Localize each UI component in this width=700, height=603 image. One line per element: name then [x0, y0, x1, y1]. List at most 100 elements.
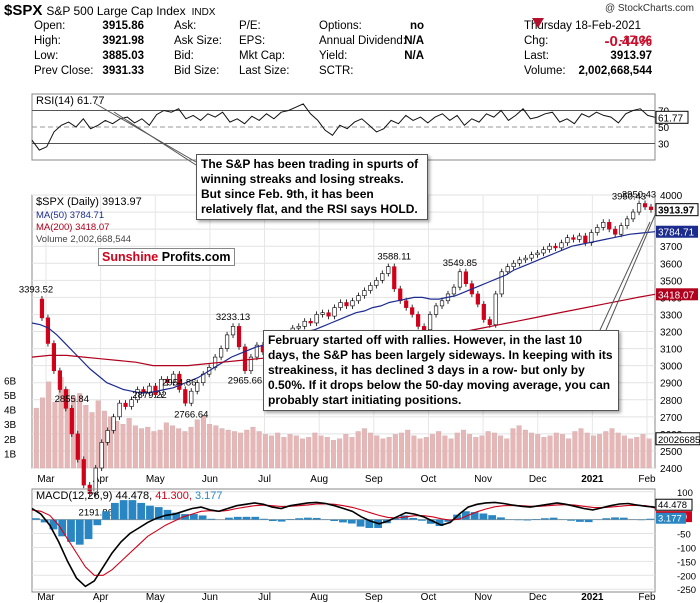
volume-bar [163, 422, 169, 469]
volume-bar [182, 431, 188, 469]
volume-bar [77, 393, 83, 469]
volume-tick-label: 2B [4, 435, 17, 446]
macd-histogram-bar [637, 519, 646, 521]
price-candle [177, 373, 182, 390]
price-candle [613, 228, 618, 235]
price-candle [356, 295, 361, 302]
volume-legend: Volume 2,002,668,544 [36, 234, 131, 245]
price-candle [427, 314, 433, 331]
price-candle [404, 300, 409, 308]
volume-bar [281, 437, 287, 469]
price-tick-label: 3200 [660, 328, 683, 339]
last-price-box [655, 203, 699, 217]
macd-x-tick-label: Jun [202, 592, 218, 603]
price-candle [648, 206, 654, 210]
price-point-label: 3393.52 [19, 284, 53, 295]
exchange: INDX [191, 7, 216, 18]
volume-bar [225, 429, 231, 469]
price-point-label: 2191.86 [79, 508, 113, 519]
price-candle [589, 232, 594, 244]
macd-histogram-bar [567, 519, 576, 521]
volume-bar [547, 435, 553, 469]
price-candle [636, 203, 642, 213]
price-candle [475, 293, 480, 305]
price-candle [195, 382, 200, 392]
price-point-label: 3233.13 [216, 312, 250, 323]
price-candle [410, 307, 415, 315]
price-x-tick-label: Jun [202, 474, 218, 485]
rsi-title: RSI(14) 61.77 [36, 95, 104, 107]
price-tick-label: 2900 [660, 379, 683, 390]
price-candle [302, 320, 307, 327]
volume-bar [529, 432, 534, 469]
volume-bar [560, 434, 565, 469]
price-candle [601, 222, 606, 228]
macd-histogram-bar [339, 519, 347, 523]
macd-histogram-bar [523, 519, 532, 521]
price-candle [505, 266, 510, 273]
volume-bar [578, 428, 584, 469]
volume-bar [399, 432, 404, 469]
macd-histogram-bar [646, 518, 654, 520]
price-annotation: February started off with rallies. Howev… [263, 330, 619, 411]
price-point-label: 2766.64 [174, 409, 208, 420]
macd-x-tick-label: 2021 [581, 592, 604, 603]
price-candle [224, 334, 230, 349]
price-candle [619, 225, 624, 235]
price-point-label: 2954.86 [162, 377, 196, 388]
quote-label: Prev Close: [34, 65, 94, 77]
volume-bar [423, 437, 429, 469]
macd-histogram-bar [225, 517, 233, 520]
macd-histogram-bar [418, 519, 426, 521]
price-candle [607, 222, 612, 230]
volume-bar [337, 438, 343, 469]
rsi-note-pointer [113, 111, 197, 166]
macd-x-tick-label: Aug [310, 592, 328, 603]
volume-bar [448, 438, 454, 469]
volume-bar [318, 435, 324, 469]
price-x-tick-label: Oct [421, 474, 437, 485]
price-candle [517, 259, 522, 264]
price-candle [481, 303, 486, 320]
volume-bar [566, 438, 572, 469]
volume-bar [541, 437, 547, 469]
macd-histogram-bar [444, 519, 453, 522]
volume-bar [64, 388, 70, 469]
ma50-value-box [656, 225, 698, 238]
quote-label: Bid: [174, 50, 194, 62]
volume-bar [368, 432, 374, 469]
price-candle [332, 307, 337, 317]
volume-bar [176, 428, 182, 469]
price-high-label: 3950.43 [612, 191, 646, 202]
macd-histogram-bar [207, 518, 216, 520]
quote-value: 3915.86 [102, 20, 144, 32]
macd-histogram-bar [479, 513, 488, 520]
price-candle [39, 298, 45, 319]
macd-x-tick-label: May [146, 592, 165, 603]
volume-bar [417, 438, 423, 469]
price-point-label: 3588.11 [377, 251, 411, 262]
volume-bar [634, 437, 640, 469]
volume-bar [460, 429, 466, 469]
price-candle [57, 370, 62, 390]
volume-bar [324, 437, 330, 469]
down-arrow-icon [532, 18, 544, 28]
volume-bar [572, 431, 578, 469]
volume-bar [479, 435, 485, 469]
macd-histogram-bar [137, 502, 146, 520]
macd-histogram-bar [426, 519, 435, 524]
volume-bar [343, 434, 349, 469]
volume-bar [430, 434, 435, 469]
price-tick-label: 2800 [660, 396, 683, 407]
macd-histogram-bar [277, 519, 286, 522]
macd-histogram-bar [470, 512, 479, 520]
volume-bar [312, 432, 318, 469]
macd-x-tick-label: Dec [529, 592, 547, 603]
price-candle [547, 245, 552, 250]
quote-label: Last: [524, 50, 549, 62]
pct-change: -0.44% [604, 33, 652, 50]
hist-value-label: 3.177 [658, 514, 682, 525]
price-candle [451, 286, 457, 295]
price-candle [487, 319, 492, 325]
macd-histogram-bar [584, 519, 593, 523]
